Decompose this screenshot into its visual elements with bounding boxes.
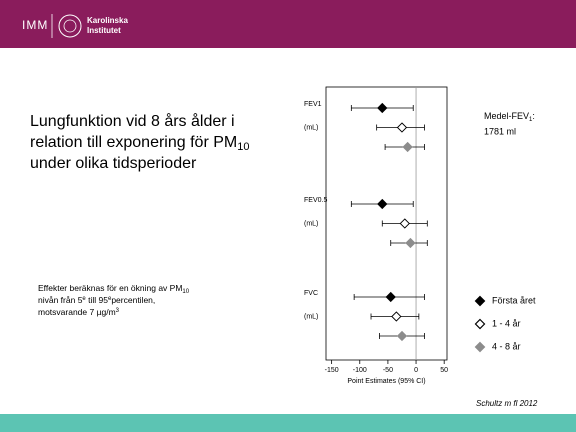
logo-seal (58, 14, 82, 38)
title-sub: 10 (237, 141, 249, 153)
point-estimate (396, 122, 408, 133)
note-text: till 95 (86, 295, 108, 305)
x-tick-label: 50 (440, 367, 448, 374)
note: Effekter beräknas för en ökning av PM10 (38, 283, 190, 294)
header-bar (0, 0, 576, 48)
legend-marker (474, 295, 486, 307)
mean-text: Medel-FEV (484, 111, 529, 121)
legend-label: 4 - 8 år (492, 341, 521, 351)
note: nivån från 5e till 95epercentilen, (38, 295, 155, 305)
footer-bar (0, 414, 576, 432)
mean-text: : (532, 111, 535, 121)
x-tick-label: -150 (325, 367, 339, 374)
category-label: FEV1 (304, 101, 322, 108)
mean-label: Medel-FEV1: (484, 111, 535, 122)
point-estimate (391, 311, 402, 322)
point-estimate (399, 218, 410, 229)
point-estimate (385, 291, 396, 303)
slide-title: Lungfunktion vid 8 års ålder i (30, 112, 235, 130)
slide-title: relation till exponering för PM10 (30, 134, 249, 153)
mean-sub: 1 (529, 117, 533, 123)
x-axis-label: Point Estimates (95% CI) (347, 378, 425, 385)
note-text: percentilen, (111, 295, 155, 305)
point-estimate (396, 330, 408, 342)
logo-text: Karolinska (87, 16, 128, 25)
category-label: FEV0.5 (304, 197, 327, 204)
unit-label: (mL) (304, 313, 318, 320)
note: motsvarande 7 µg/m3 (38, 307, 120, 317)
point-estimate (377, 198, 388, 210)
note-text: nivån från 5 (38, 295, 83, 305)
legend-label: Första året (492, 295, 536, 305)
note-sup: e (108, 296, 112, 302)
point-estimate (402, 141, 413, 153)
logo-seal-inner (63, 19, 77, 33)
header-unit: IMM (22, 18, 48, 32)
plot-frame (325, 86, 448, 361)
slide-title: under olika tidsperioder (30, 155, 197, 172)
mean-value: 1781 ml (484, 126, 516, 136)
note-sub: 10 (182, 289, 189, 295)
point-estimate (405, 237, 416, 249)
note-sup: 3 (116, 308, 120, 314)
point-estimate (377, 102, 388, 114)
legend-marker (474, 341, 486, 353)
x-tick-label: 0 (414, 367, 418, 374)
legend-label: 1 - 4 år (492, 318, 521, 328)
x-tick-label: -50 (383, 367, 393, 374)
unit-label: (mL) (304, 124, 318, 131)
x-tick-label: -100 (353, 367, 367, 374)
note-sup: e (82, 296, 86, 302)
category-label: FVC (304, 290, 318, 297)
legend-marker (474, 318, 486, 330)
note-text: motsvarande 7 µg/m (38, 307, 116, 317)
title-text: relation till exponering för PM (30, 134, 237, 151)
citation: Schultz m fl 2012 (476, 399, 538, 408)
unit-label: (mL) (304, 220, 318, 227)
logo-text: Institutet (87, 26, 121, 35)
note-text: Effekter beräknas för en ökning av PM (38, 283, 182, 293)
